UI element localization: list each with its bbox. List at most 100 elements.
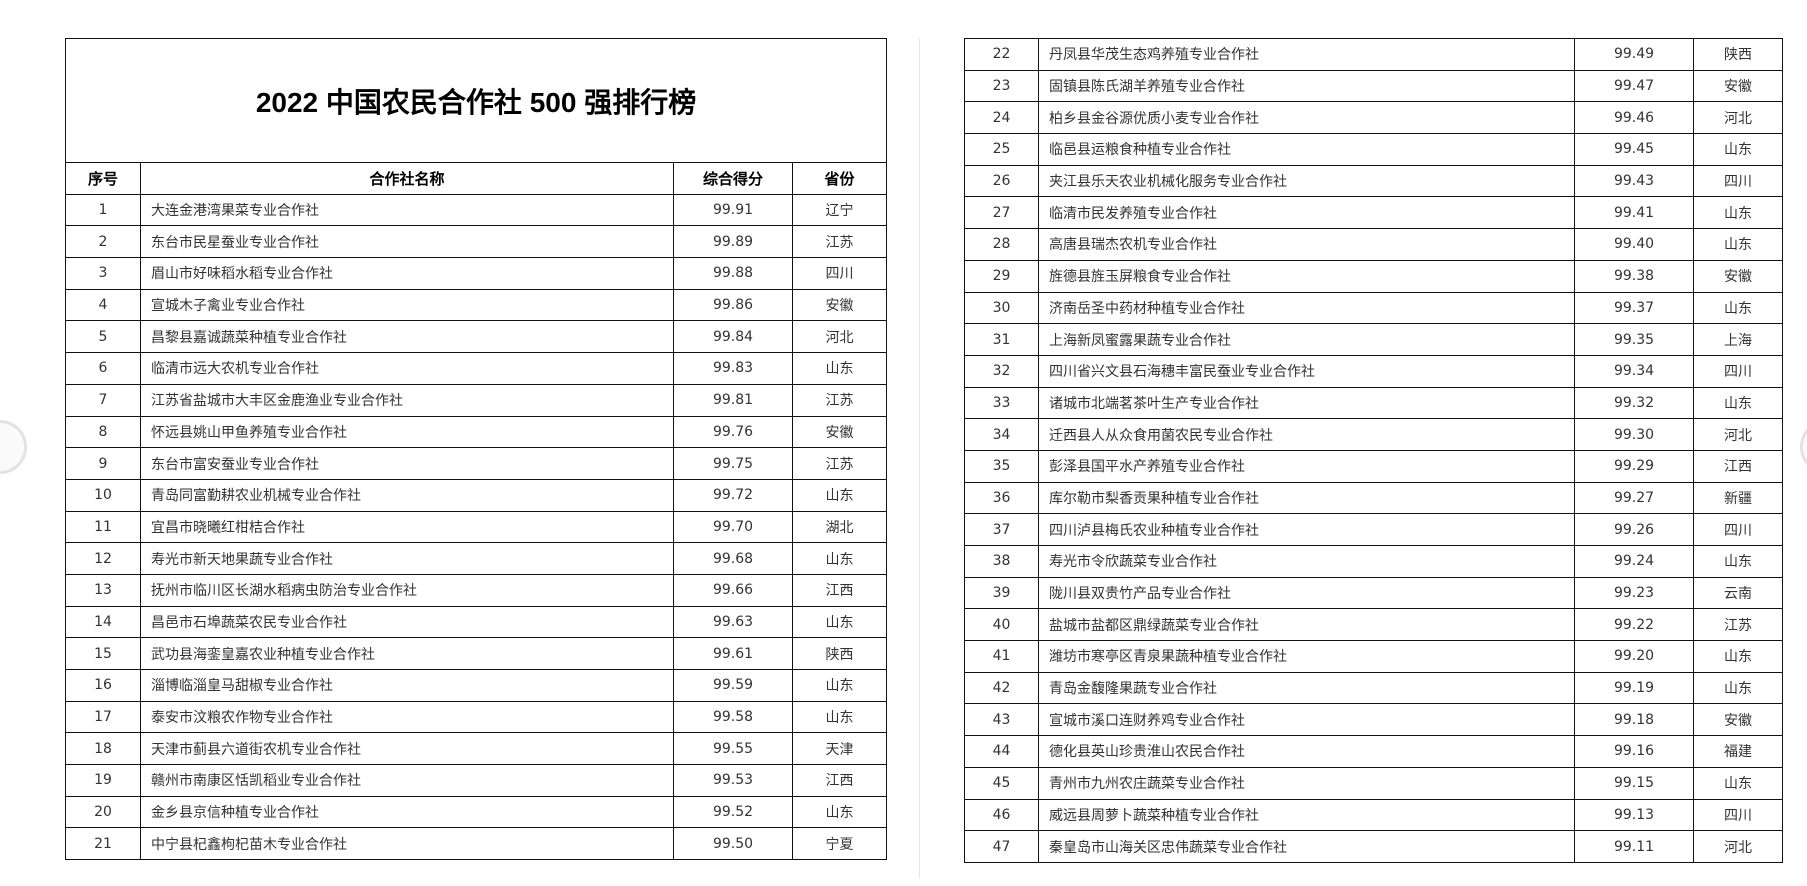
name-cell: 德化县英山珍贵淮山农民合作社 <box>1038 735 1575 768</box>
rank-cell: 40 <box>964 608 1039 642</box>
province-cell: 江苏 <box>791 447 888 480</box>
rank-cell: 39 <box>964 576 1039 610</box>
name-cell: 青岛金馥隆果蔬专业合作社 <box>1038 671 1575 705</box>
header-score: 综合得分 <box>673 162 793 195</box>
score-cell: 99.88 <box>673 257 793 290</box>
table-row: 4 宣城木子禽业专业合作社 99.86 安徽 <box>65 288 888 322</box>
next-page-button[interactable] <box>1800 420 1807 474</box>
score-cell: 99.11 <box>1574 830 1694 863</box>
rank-cell: 11 <box>65 510 141 544</box>
rank-cell: 29 <box>964 259 1039 293</box>
ranking-table-left: 2022 中国农民合作社 500 强排行榜 序号 合作社名称 综合得分 省份 1… <box>64 38 888 861</box>
province-cell: 江西 <box>791 573 888 607</box>
header-province: 省份 <box>791 162 888 195</box>
table-row: 21 中宁县杞鑫枸杞苗木专业合作社 99.50 宁夏 <box>65 827 888 861</box>
province-cell: 江西 <box>791 764 888 797</box>
name-cell: 诸城市北端茗茶叶生产专业合作社 <box>1038 386 1575 420</box>
table-row: 46 威远县周萝卜蔬菜种植专业合作社 99.13 四川 <box>964 798 1783 832</box>
province-cell: 山东 <box>1693 386 1783 420</box>
score-cell: 99.41 <box>1574 196 1694 230</box>
score-cell: 99.53 <box>673 764 793 797</box>
province-cell: 山东 <box>1693 228 1783 261</box>
rank-cell: 2 <box>65 225 141 259</box>
score-cell: 99.76 <box>673 415 793 449</box>
table-row: 6 临清市远大农机专业合作社 99.83 山东 <box>65 352 888 385</box>
score-cell: 99.32 <box>1574 386 1694 420</box>
score-cell: 99.23 <box>1574 576 1694 610</box>
header-rank: 序号 <box>65 162 141 195</box>
name-cell: 青岛同富勤耕农业机械专业合作社 <box>140 478 674 512</box>
table-header: 序号 合作社名称 综合得分 省份 <box>65 162 888 195</box>
table-row: 47 秦皇岛市山海关区忠伟蔬菜专业合作社 99.11 河北 <box>964 830 1783 863</box>
name-cell: 柏乡县金谷源优质小麦专业合作社 <box>1038 101 1575 135</box>
rank-cell: 19 <box>65 764 141 797</box>
score-cell: 99.22 <box>1574 608 1694 642</box>
score-cell: 99.34 <box>1574 354 1694 388</box>
previous-page-button[interactable] <box>0 420 27 474</box>
score-cell: 99.13 <box>1574 798 1694 832</box>
name-cell: 威远县周萝卜蔬菜种植专业合作社 <box>1038 798 1575 832</box>
province-cell: 山东 <box>791 478 888 512</box>
name-cell: 中宁县杞鑫枸杞苗木专业合作社 <box>140 827 674 861</box>
province-cell: 辽宁 <box>791 193 888 227</box>
province-cell: 四川 <box>1693 164 1783 198</box>
province-cell: 山东 <box>791 605 888 639</box>
province-cell: 四川 <box>1693 354 1783 388</box>
table-row: 9 东台市富安蚕业专业合作社 99.75 江苏 <box>65 447 888 480</box>
table-row: 36 库尔勒市梨香贡果种植专业合作社 99.27 新疆 <box>964 481 1783 515</box>
province-cell: 江苏 <box>791 225 888 259</box>
score-cell: 99.58 <box>673 700 793 734</box>
rank-cell: 9 <box>65 447 141 480</box>
province-cell: 安徽 <box>791 288 888 322</box>
score-cell: 99.55 <box>673 732 793 766</box>
rank-cell: 12 <box>65 542 141 575</box>
score-cell: 99.52 <box>673 795 793 829</box>
name-cell: 四川省兴文县石海穗丰富民蚕业专业合作社 <box>1038 354 1575 388</box>
rank-cell: 44 <box>964 735 1039 768</box>
score-cell: 99.49 <box>1574 38 1694 71</box>
score-cell: 99.27 <box>1574 481 1694 515</box>
province-cell: 河北 <box>1693 830 1783 863</box>
rank-cell: 30 <box>964 291 1039 325</box>
rank-cell: 20 <box>65 795 141 829</box>
name-cell: 赣州市南康区恬凯稻业专业合作社 <box>140 764 674 797</box>
province-cell: 山东 <box>1693 545 1783 578</box>
province-cell: 陕西 <box>1693 38 1783 71</box>
province-cell: 陕西 <box>791 637 888 670</box>
province-cell: 福建 <box>1693 735 1783 768</box>
rank-cell: 32 <box>964 354 1039 388</box>
rank-cell: 16 <box>65 669 141 702</box>
rank-cell: 7 <box>65 383 141 417</box>
score-cell: 99.59 <box>673 669 793 702</box>
table-row: 19 赣州市南康区恬凯稻业专业合作社 99.53 江西 <box>65 764 888 797</box>
rank-cell: 3 <box>65 257 141 290</box>
table-row: 41 潍坊市寒亭区青泉果蔬种植专业合作社 99.20 山东 <box>964 640 1783 673</box>
rank-cell: 14 <box>65 605 141 639</box>
name-cell: 秦皇岛市山海关区忠伟蔬菜专业合作社 <box>1038 830 1575 863</box>
table-row: 24 柏乡县金谷源优质小麦专业合作社 99.46 河北 <box>964 101 1783 135</box>
name-cell: 泰安市汶粮农作物专业合作社 <box>140 700 674 734</box>
name-cell: 青州市九州农庄蔬菜专业合作社 <box>1038 766 1575 800</box>
table-row: 5 昌黎县嘉诚蔬菜种植专业合作社 99.84 河北 <box>65 320 888 354</box>
table-row: 17 泰安市汶粮农作物专业合作社 99.58 山东 <box>65 700 888 734</box>
table-row: 18 天津市蓟县六道街农机专业合作社 99.55 天津 <box>65 732 888 766</box>
province-cell: 四川 <box>1693 513 1783 546</box>
rank-cell: 26 <box>964 164 1039 198</box>
name-cell: 昌黎县嘉诚蔬菜种植专业合作社 <box>140 320 674 354</box>
rank-cell: 28 <box>964 228 1039 261</box>
rank-cell: 27 <box>964 196 1039 230</box>
name-cell: 江苏省盐城市大丰区金鹿渔业专业合作社 <box>140 383 674 417</box>
score-cell: 99.83 <box>673 352 793 385</box>
table-row: 25 临邑县运粮食种植专业合作社 99.45 山东 <box>964 133 1783 166</box>
table-row: 27 临清市民发养殖专业合作社 99.41 山东 <box>964 196 1783 230</box>
name-cell: 陇川县双贵竹产品专业合作社 <box>1038 576 1575 610</box>
score-cell: 99.81 <box>673 383 793 417</box>
name-cell: 潍坊市寒亭区青泉果蔬种植专业合作社 <box>1038 640 1575 673</box>
name-cell: 寿光市令欣蔬菜专业合作社 <box>1038 545 1575 578</box>
score-cell: 99.50 <box>673 827 793 861</box>
name-cell: 库尔勒市梨香贡果种植专业合作社 <box>1038 481 1575 515</box>
name-cell: 临清市远大农机专业合作社 <box>140 352 674 385</box>
table-row: 34 迁西县人从众食用菌农民专业合作社 99.30 河北 <box>964 418 1783 451</box>
province-cell: 河北 <box>1693 101 1783 135</box>
rank-cell: 8 <box>65 415 141 449</box>
